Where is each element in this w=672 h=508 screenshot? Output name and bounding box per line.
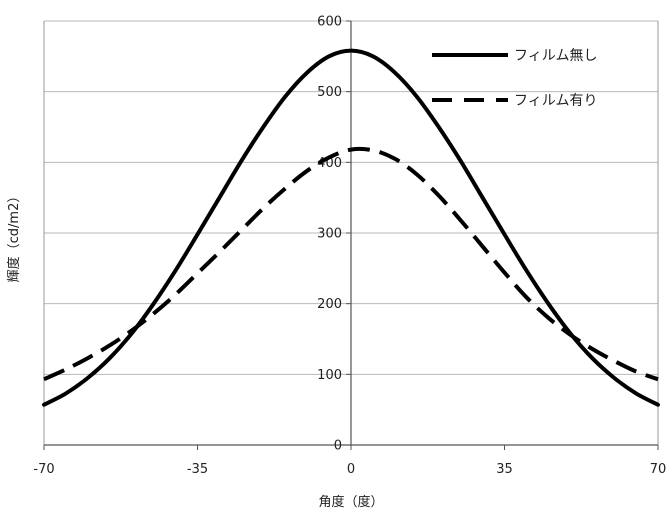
y-tick-label-600: 600 [317, 15, 342, 30]
x-axis-title: 角度（度） [318, 494, 383, 508]
x-tick-label-35: 35 [496, 462, 513, 477]
y-tick-label-500: 500 [317, 85, 342, 100]
series-line-2 [43, 146, 659, 382]
series-line-1 [42, 48, 660, 407]
y-tick-label-300: 300 [317, 227, 342, 242]
x-tick-label-70: 70 [650, 462, 667, 477]
legend-label-1: フィルム無し [514, 48, 597, 64]
axes [43, 20, 659, 450]
y-tick-label-200: 200 [317, 297, 342, 312]
x-tick-label--35: -35 [187, 462, 208, 477]
x-tick-label-0: 0 [347, 462, 355, 477]
y-tick-label-100: 100 [317, 368, 342, 383]
series-lines [42, 48, 660, 407]
x-tick-label--70: -70 [33, 462, 54, 477]
legend-label-2: フィルム有り [514, 93, 597, 109]
y-tick-label-0: 0 [334, 439, 342, 454]
y-axis-title: 輝度（cd/m2） [6, 190, 22, 283]
